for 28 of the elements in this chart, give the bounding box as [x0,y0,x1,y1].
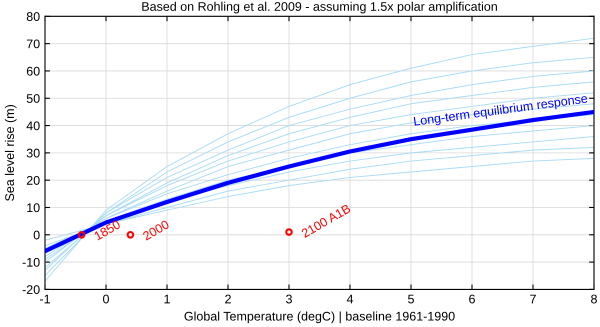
x-tick-label: 7 [530,294,536,304]
x-tick-label: 6 [469,294,475,304]
chart-title: Based on Rohling et al. 2009 - assuming 1.5x polar amplification [142,2,497,14]
x-tick-label: -1 [40,294,50,304]
y-tick-label: 30 [26,148,40,158]
y-tick-label: 50 [26,94,40,103]
y-tick-label: 10 [27,203,40,212]
annotation: 1850 [94,220,121,241]
x-tick-label: 8 [591,294,597,304]
y-axis-title: Sea level rise (m) [4,105,17,201]
y-tick-label: 70 [26,39,40,48]
x-tick-label: 4 [346,294,354,304]
y-tick-label: 20 [26,176,40,185]
annotation: 2100 A1B [300,204,352,238]
annotation: 2000 [142,220,170,241]
x-tick-label: 0 [103,294,109,304]
y-tick-label: 80 [26,12,40,21]
y-tick-label: 0 [34,230,40,240]
y-tick-label: 60 [26,66,40,76]
x-tick-label: 5 [408,294,414,304]
y-tick-label: -10 [22,258,40,267]
y-tick-label: -20 [22,285,40,294]
x-axis-title: Global Temperature (degC) | baseline 1961-1990 [184,311,455,324]
text: Long-term equilibrium response [414,93,588,128]
x-tick-label: 3 [286,294,292,304]
x-tick-label: 2 [225,294,231,304]
x-tick-label: 1 [164,294,170,304]
y-tick-label: 40 [26,121,40,130]
